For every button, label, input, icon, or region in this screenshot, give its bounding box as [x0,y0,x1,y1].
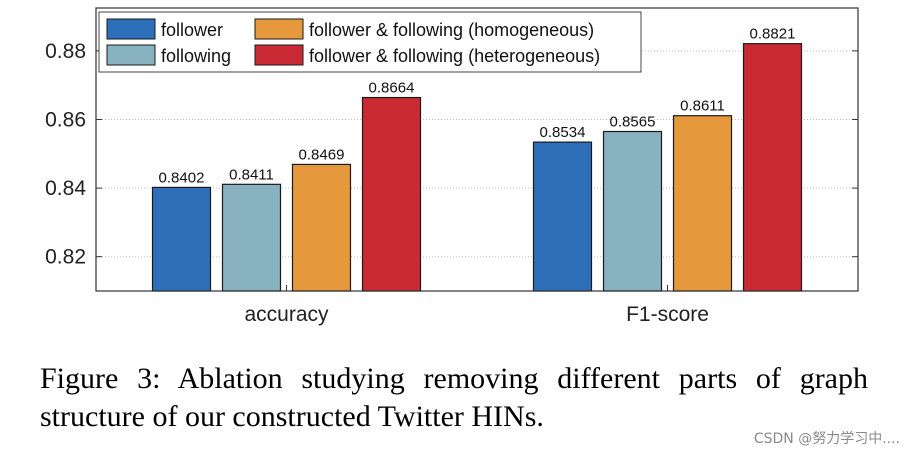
bar-f1-score-series-0 [532,141,593,292]
legend-label-1: following [161,46,231,66]
bar-f1-score-series-1 [602,130,663,292]
y-tick-label-3: 0.88 [45,40,86,63]
data-label-0-3: 0.8664 [369,80,415,97]
data-label-0-2: 0.8469 [299,146,345,163]
bar-accuracy-series-3 [361,96,422,292]
bar-accuracy-series-2 [291,163,352,292]
x-tick-label-0: accuracy [244,303,329,326]
data-label-1-2: 0.8611 [680,98,725,115]
bar-f1-score-series-3 [742,43,803,292]
bar-f1-score-series-2 [672,115,733,292]
x-tick-label-1: F1-score [626,303,709,326]
plot-border [95,7,859,292]
data-label-1-3: 0.8821 [750,26,796,43]
legend-swatch-2 [254,18,304,40]
figure-caption: Figure 3: Ablation studying removing dif… [40,362,868,433]
legend-box [98,11,642,73]
data-label-0-1: 0.8411 [229,166,274,183]
bar-accuracy-series-1 [221,183,282,292]
legend-label-2: follower & following (homogeneous) [309,20,594,40]
chart: 0.8402 0.8411 0.8469 0.8664 0.8534 0.8565 0.86… [45,7,859,326]
legend: follower following follower & following (h… [98,11,642,73]
data-label-1-1: 0.8565 [610,113,656,130]
data-label-0-0: 0.8402 [159,169,205,186]
legend-swatch-0 [106,18,156,40]
bar-accuracy-series-0 [151,186,212,292]
y-tick-label-2: 0.86 [45,108,86,131]
y-axis-ticks: 0.82 0.84 0.86 0.88 [45,40,858,269]
legend-label-3: follower & following (heterogeneous) [309,46,600,66]
legend-label-0: follower [161,20,223,40]
legend-swatch-3 [254,44,304,66]
plot-frame [95,7,859,292]
bar-chart-svg: 0.8402 0.8411 0.8469 0.8664 0.8534 0.8565 0.86… [45,7,859,326]
bars: 0.8402 0.8411 0.8469 0.8664 0.8534 0.8565 0.86… [151,26,803,292]
data-label-1-0: 0.8534 [540,124,586,141]
y-tick-label-1: 0.84 [45,177,86,200]
y-tick-label-0: 0.82 [45,246,86,269]
x-axis-ticks: accuracy F1-score [244,285,709,326]
watermark: CSDN @努力学习中.... [753,431,900,447]
legend-swatch-1 [106,44,156,66]
